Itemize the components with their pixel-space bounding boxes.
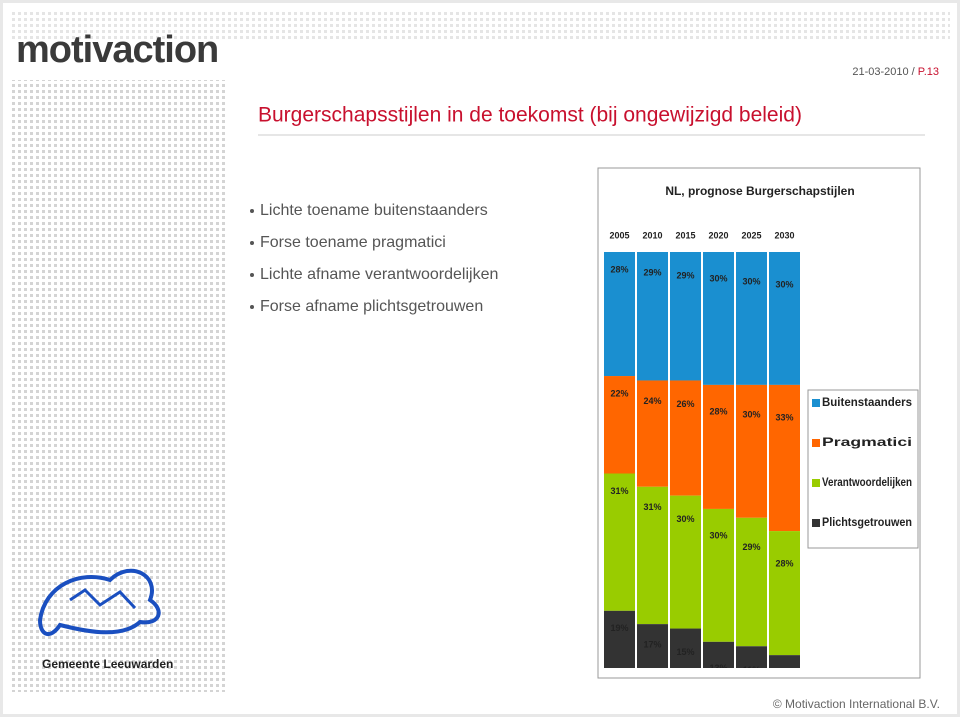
value-label: 13%	[709, 663, 727, 673]
bar-segment	[637, 380, 668, 487]
value-label: 28%	[709, 406, 727, 416]
value-label: 29%	[676, 270, 694, 280]
bar-segment	[670, 628, 701, 668]
legend	[807, 389, 919, 549]
sponsor-first: Gemeente	[42, 657, 103, 671]
value-label: 29%	[643, 267, 661, 277]
value-label: 28%	[610, 264, 628, 274]
value-label: 26%	[676, 399, 694, 409]
value-label: 31%	[643, 502, 661, 512]
value-label: 17%	[643, 639, 661, 649]
bar-segment	[670, 495, 701, 629]
value-label: 30%	[709, 273, 727, 283]
bullet-dot	[250, 241, 254, 245]
sponsor-name: Gemeente Leeuwarden	[42, 657, 173, 671]
bar-segment	[769, 655, 800, 668]
lion-icon	[37, 568, 161, 636]
bar-segment	[769, 531, 800, 656]
x-tick-label: 2015	[675, 230, 695, 240]
value-label: 30%	[742, 409, 760, 419]
value-label: 28%	[775, 558, 793, 568]
value-label: 11%	[743, 665, 761, 675]
value-label: 30%	[775, 279, 793, 289]
bar-segment	[604, 376, 635, 474]
bullet-dot	[250, 209, 254, 213]
bullet-dot	[250, 273, 254, 277]
bar-segment	[736, 646, 767, 668]
chart-title: NL, prognose Burgerschapstijlen	[665, 184, 854, 198]
plot: 28% 22% 31% 19% 29% 24% 31% 17% 29% 26% 30% 15% 30% 2…	[604, 252, 800, 675]
bar-segment	[604, 610, 635, 668]
date: 21-03-2010 / P.13	[852, 66, 939, 78]
bullet-text: Lichte afname verantwoordelijken	[260, 266, 498, 283]
bar-segment	[736, 252, 767, 385]
bar-segment	[703, 252, 734, 385]
bar-segment	[637, 486, 668, 625]
value-label: 22%	[610, 388, 628, 398]
value-label: 15%	[676, 647, 694, 657]
value-label: 30%	[676, 514, 694, 524]
sponsor-logo: Gemeente Leeuwarden	[37, 568, 173, 671]
value-label: 30%	[709, 530, 727, 540]
value-label: 29%	[742, 542, 760, 552]
bullet-dot	[250, 305, 254, 309]
legend-label: Plichtsgetrouwen	[822, 515, 912, 529]
value-label: 24%	[643, 396, 661, 406]
legend-swatch	[812, 399, 820, 407]
x-tick-label: 2025	[741, 230, 761, 240]
x-tick-label: 2030	[774, 230, 794, 240]
bullet-text: Forse toename pragmatici	[260, 234, 446, 251]
x-tick-label: 2020	[708, 230, 728, 240]
bar-segment	[736, 384, 767, 518]
sponsor-second: Leeuwarden	[103, 657, 173, 671]
bar-segment	[769, 384, 800, 532]
bullets: Lichte toename buitenstaanders Forse toen…	[250, 202, 498, 315]
bar-segment	[670, 252, 701, 381]
value-label: 30%	[742, 276, 760, 286]
legend-swatch	[812, 479, 820, 487]
x-tick-label: 2005	[609, 230, 629, 240]
bar-segment	[604, 473, 635, 611]
bar-segment	[670, 380, 701, 496]
bar-segment	[637, 624, 668, 668]
value-label: 19%	[610, 623, 628, 633]
date-text: 21-03-2010 /	[852, 66, 917, 78]
legend-label: Buitenstaanders	[822, 395, 912, 409]
bar-segment	[703, 641, 734, 668]
bullet-text: Lichte toename buitenstaanders	[260, 202, 488, 219]
x-tick-label: 2010	[642, 230, 662, 240]
side-pattern	[10, 80, 225, 692]
page-number: P.13	[918, 66, 939, 78]
logo: motivaction	[16, 29, 218, 71]
bar-segment	[736, 517, 767, 647]
legend-label: Pragmatici	[822, 435, 912, 449]
legend-swatch	[812, 439, 820, 447]
value-label: 31%	[610, 486, 628, 496]
legend-swatch	[812, 519, 820, 527]
bar-segment	[769, 252, 800, 385]
bar-segment	[703, 384, 734, 509]
lion-detail	[69, 588, 137, 610]
value-label: 33%	[775, 412, 793, 422]
bullet-text: Forse afname plichtsgetrouwen	[260, 298, 483, 315]
bar-segment	[637, 252, 668, 381]
legend-items: Buitenstaanders Pragmatici Verantwoordelij…	[812, 395, 912, 529]
legend-label: Verantwoordelijken	[822, 475, 912, 489]
slide-title: Burgerschapsstijlen in de toekomst (bij …	[258, 104, 802, 127]
top-pattern	[10, 10, 950, 40]
footer: © Motivaction International B.V.	[773, 697, 940, 711]
bar-segment	[604, 252, 635, 377]
bar-segment	[703, 508, 734, 642]
